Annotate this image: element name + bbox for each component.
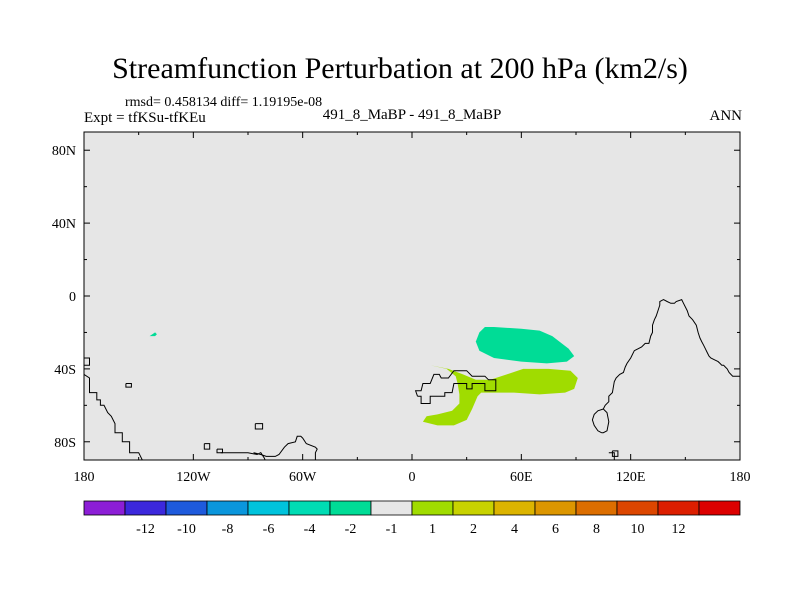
chart-title: Streamfunction Perturbation at 200 hPa (… [112, 52, 688, 85]
colorbar-label: 10 [631, 522, 645, 537]
coastline-7 [220, 435, 318, 460]
coastline-5 [203, 443, 211, 450]
colorbar-label: -8 [222, 522, 234, 537]
y-tick-label: 40N [52, 217, 76, 232]
colorbar-box [165, 500, 208, 516]
contour-region-3 [422, 361, 578, 426]
colorbar-label: -1 [386, 522, 398, 537]
coastline-4 [254, 423, 264, 430]
colorbar-box [329, 500, 372, 516]
contour-region-2 [475, 327, 575, 364]
coastline-3 [125, 383, 132, 388]
x-tick-label: 60E [510, 470, 533, 485]
experiment-label: Expt = tfKSu-tfKEu [84, 110, 206, 126]
colorbar-box [411, 500, 454, 516]
colorbar-label: 8 [593, 522, 600, 537]
coastline-18 [602, 298, 740, 410]
season-label: ANN [709, 108, 743, 124]
coastline-20 [601, 408, 610, 434]
coastline-19 [720, 484, 724, 490]
coastline-10 [414, 370, 497, 404]
coastline-2 [84, 357, 90, 366]
colorbar-box [288, 500, 331, 516]
coastline-8 [321, 533, 339, 548]
colorbar-box [247, 500, 290, 516]
x-tick-label: 120W [176, 470, 211, 485]
x-tick-label: 180 [74, 470, 95, 485]
colorbar-box [534, 500, 577, 516]
coastline-17 [611, 450, 619, 457]
x-tick-label: 120E [616, 470, 646, 485]
stats-label: rmsd= 0.458134 diff= 1.19195e-08 [125, 95, 323, 110]
y-tick-label: 80S [54, 436, 76, 451]
colorbar-box [452, 500, 495, 516]
colorbar-box [575, 500, 618, 516]
case-label: 491_8_MaBP - 491_8_MaBP [322, 107, 502, 123]
colorbar-label: -10 [177, 522, 196, 537]
colorbar-box [698, 500, 741, 516]
plot-background [84, 132, 740, 460]
coastline-21 [591, 408, 604, 434]
colorbar-label: 6 [552, 522, 559, 537]
colorbar-box [83, 500, 126, 516]
contour-region-1 [149, 332, 157, 337]
coastline-14 [724, 595, 731, 600]
colorbar: -12 -10 -8 -6 -4 -2 -1 1 2 4 6 8 10 12 [83, 500, 741, 537]
x-tick-label: 180 [730, 470, 751, 485]
x-tick-label: 0 [409, 470, 416, 485]
colorbar-label: -2 [345, 522, 357, 537]
colorbar-box [493, 500, 536, 516]
y-tick-label: 0 [69, 290, 76, 305]
coastline-1 [84, 373, 160, 460]
coastlines [84, 298, 740, 600]
colorbar-box [370, 500, 413, 516]
colorbar-label: 2 [470, 522, 477, 537]
y-tick-label: 80N [52, 144, 76, 159]
colorbar-label: 1 [429, 522, 436, 537]
contour-fills [149, 327, 578, 426]
colorbar-label: 4 [511, 522, 518, 537]
axis-ticks: 180 120W 60W 0 60E 120E 180 80N 40N 0 40S 80S [52, 132, 751, 485]
coastline-13 [715, 582, 721, 588]
colorbar-box [616, 500, 659, 516]
coastline-15 [731, 593, 740, 600]
y-tick-label: 40S [54, 363, 76, 378]
colorbar-label: -6 [263, 522, 275, 537]
colorbar-label: 12 [672, 522, 686, 537]
x-tick-label: 60W [289, 470, 317, 485]
colorbar-box [657, 500, 700, 516]
colorbar-box [206, 500, 249, 516]
colorbar-box [124, 500, 167, 516]
colorbar-label: -4 [304, 522, 316, 537]
colorbar-label: -12 [136, 522, 155, 537]
